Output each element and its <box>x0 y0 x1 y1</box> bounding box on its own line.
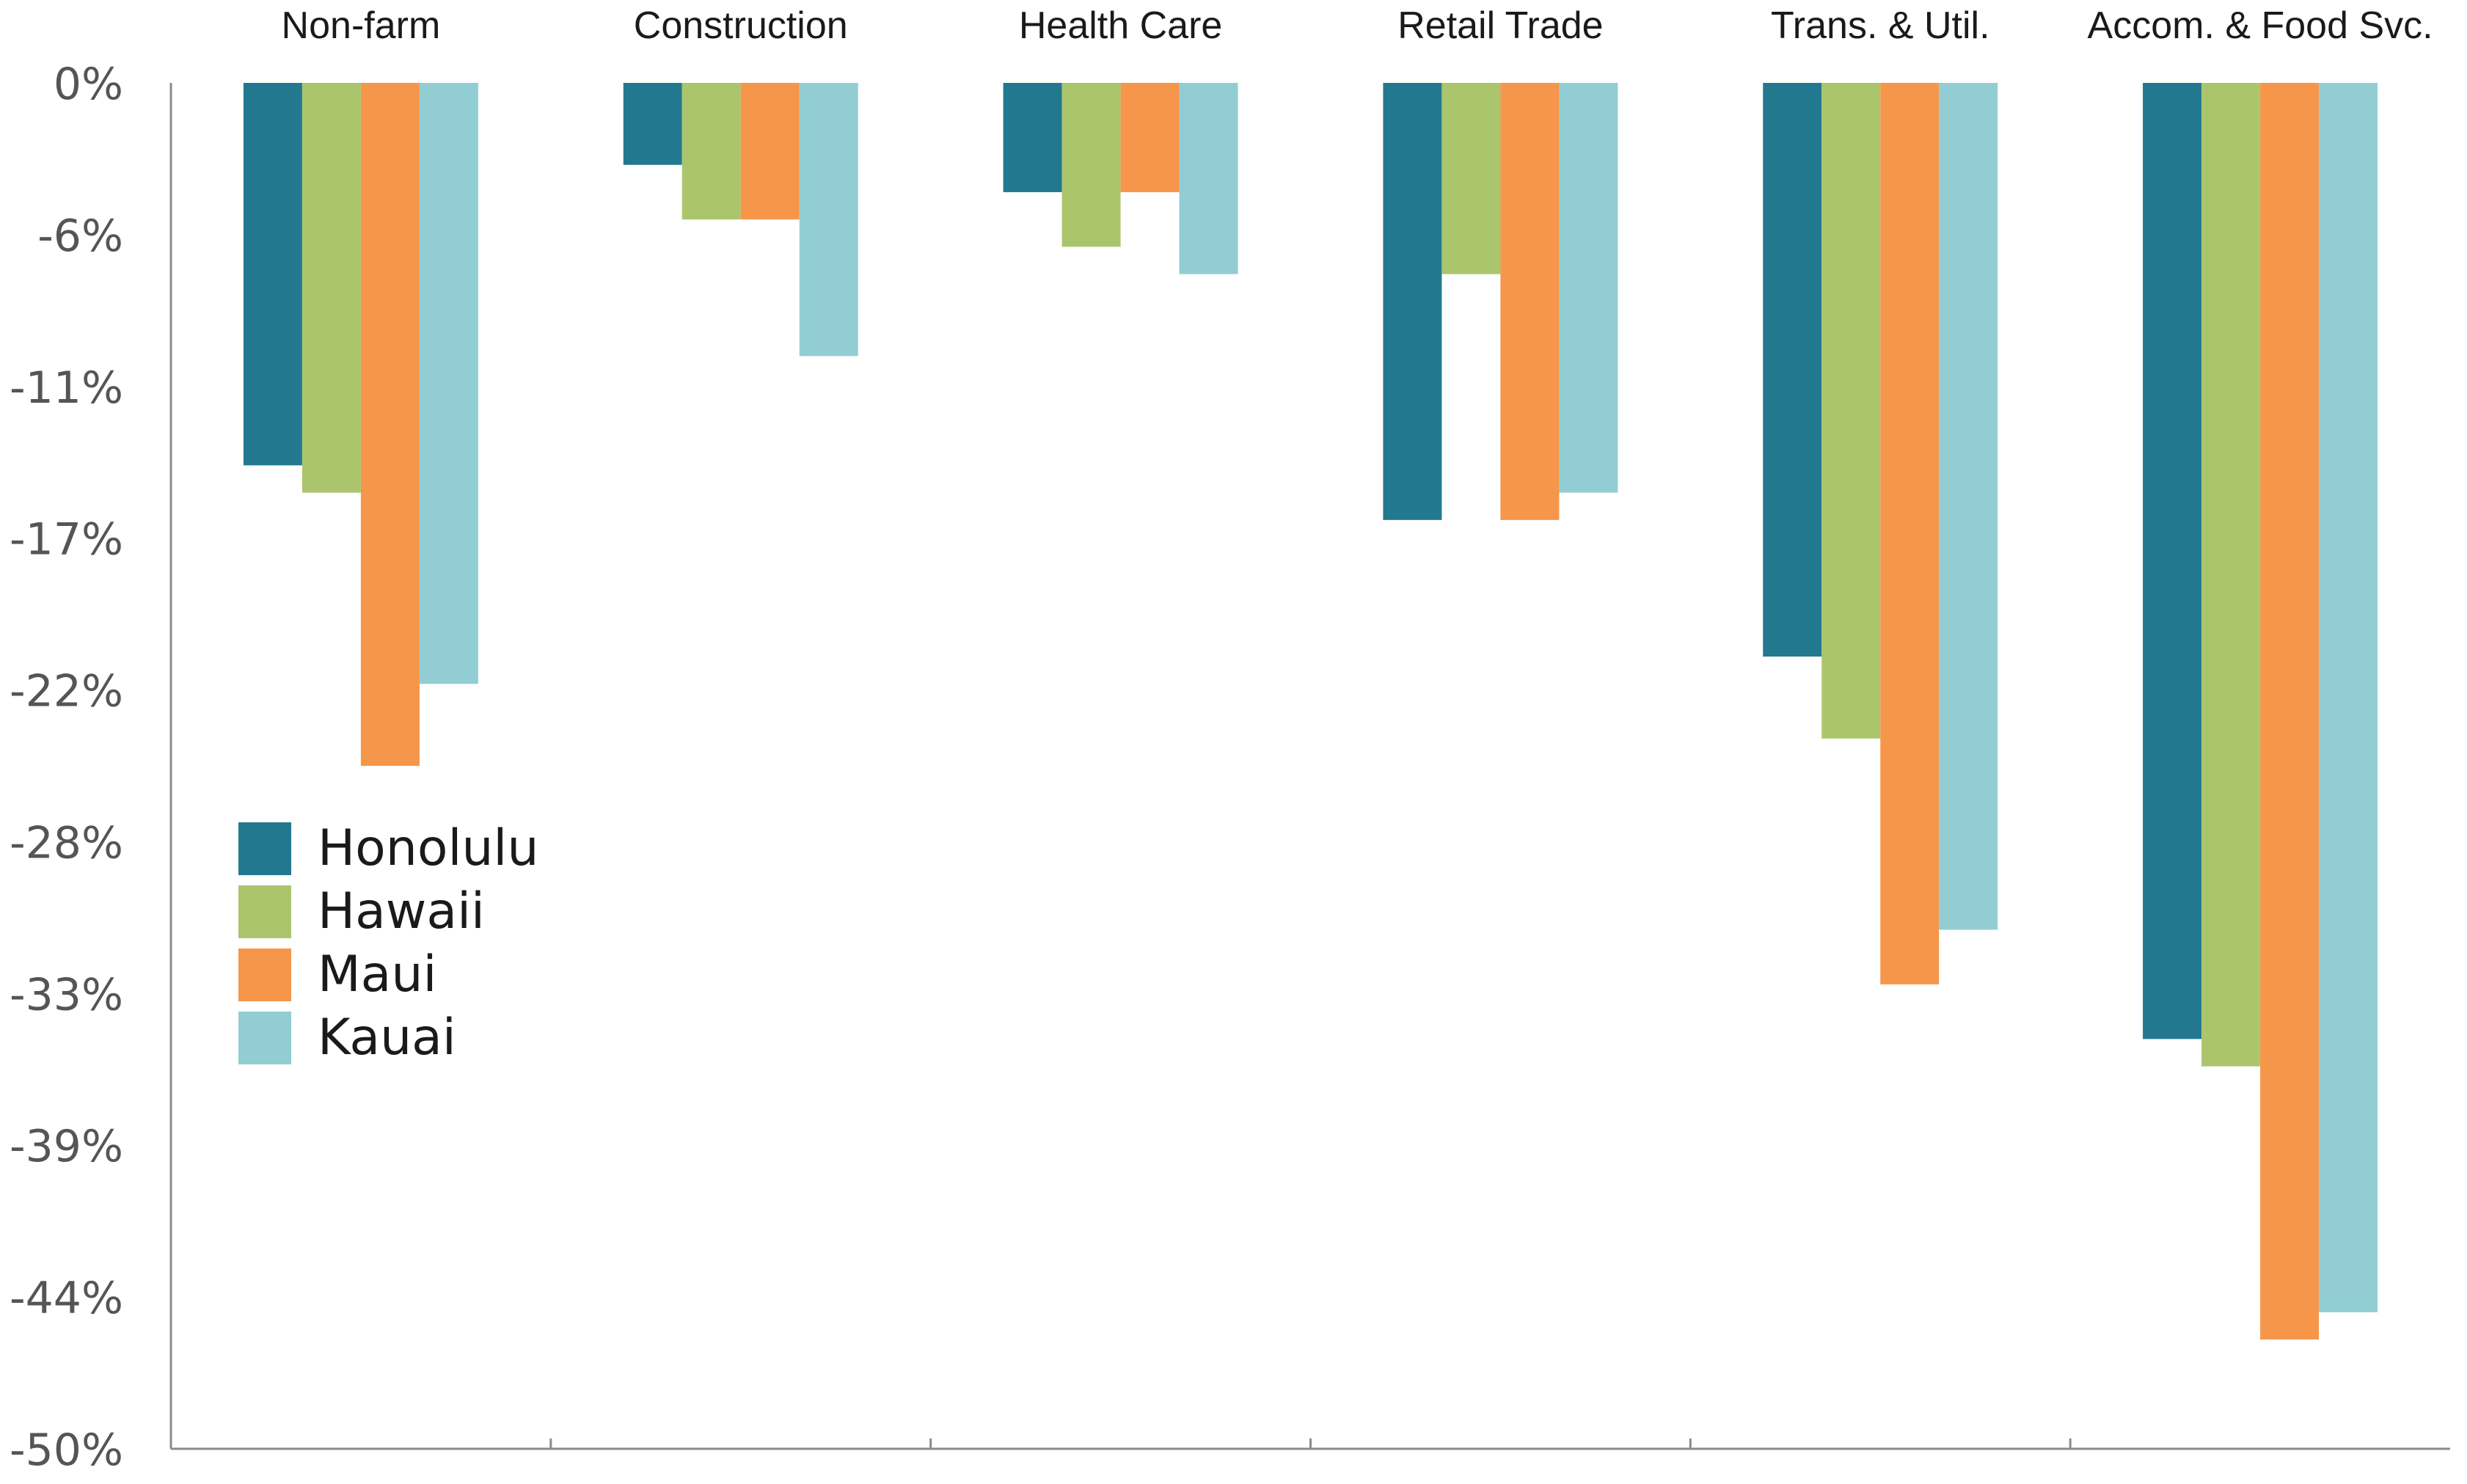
bar-non-farm-hawaii <box>301 83 361 493</box>
y-axis-tick-labels: 0% -6% -11% -17% -22% -28% -33% -39% -44% -50% <box>10 59 123 1476</box>
category-label-accom-food-svc: Accom. & Food Svc. <box>2088 4 2433 47</box>
y-tick-label: -11% <box>10 362 123 414</box>
y-tick-label: -22% <box>10 666 123 717</box>
category-label-health-care: Health Care <box>1019 4 1222 47</box>
legend-swatch-kauai <box>238 1012 291 1064</box>
category-labels: Non-farm Construction Health Care Retail Tr… <box>282 4 2433 47</box>
legend-swatch-hawaii <box>238 885 291 938</box>
bar-retail-trade-hawaii <box>1441 83 1501 274</box>
bar-health-care-honolulu <box>1003 83 1062 192</box>
y-tick-label: -6% <box>37 211 123 262</box>
bar-accom-food-svc-honolulu <box>2143 83 2202 1039</box>
bar-construction-kauai <box>799 83 858 357</box>
legend-label-hawaii: Hawaii <box>318 882 485 940</box>
bar-non-farm-kauai <box>419 83 478 684</box>
legend-label-honolulu: Honolulu <box>318 819 538 877</box>
bar-accom-food-svc-kauai <box>2319 83 2378 1312</box>
bar-health-care-kauai <box>1179 83 1238 274</box>
bar-non-farm-maui <box>360 83 420 766</box>
y-tick-label: -39% <box>10 1121 123 1172</box>
bar-health-care-hawaii <box>1061 83 1121 247</box>
bar-trans-util-hawaii <box>1821 83 1881 739</box>
y-tick-label: -17% <box>10 514 123 566</box>
axes <box>169 83 2450 1450</box>
bars <box>243 83 2378 1340</box>
category-label-construction: Construction <box>634 4 848 47</box>
legend-label-maui: Maui <box>318 946 436 1004</box>
legend-swatch-honolulu <box>238 822 291 875</box>
legend-swatch-maui <box>238 948 291 1001</box>
bar-accom-food-svc-maui <box>2260 83 2320 1340</box>
bar-trans-util-honolulu <box>1763 83 1822 657</box>
bar-health-care-maui <box>1120 83 1180 192</box>
y-tick-label: -50% <box>10 1425 123 1476</box>
bar-retail-trade-honolulu <box>1383 83 1442 520</box>
bar-construction-honolulu <box>623 83 682 165</box>
bar-retail-trade-kauai <box>1559 83 1618 493</box>
bar-trans-util-maui <box>1880 83 1940 984</box>
bar-trans-util-kauai <box>1939 83 1998 930</box>
category-label-retail-trade: Retail Trade <box>1397 4 1603 47</box>
category-label-trans-util: Trans. & Util. <box>1771 4 1990 47</box>
y-tick-label: -44% <box>10 1273 123 1324</box>
y-tick-label: 0% <box>54 59 123 110</box>
bar-construction-hawaii <box>681 83 741 220</box>
category-label-non-farm: Non-farm <box>282 4 441 47</box>
legend-label-kauai: Kauai <box>318 1009 456 1067</box>
bar-construction-maui <box>740 83 800 220</box>
bar-accom-food-svc-hawaii <box>2201 83 2261 1067</box>
y-tick-label: -33% <box>10 969 123 1020</box>
bar-retail-trade-maui <box>1500 83 1560 520</box>
y-tick-label: -28% <box>10 817 123 869</box>
bar-non-farm-honolulu <box>243 83 302 466</box>
